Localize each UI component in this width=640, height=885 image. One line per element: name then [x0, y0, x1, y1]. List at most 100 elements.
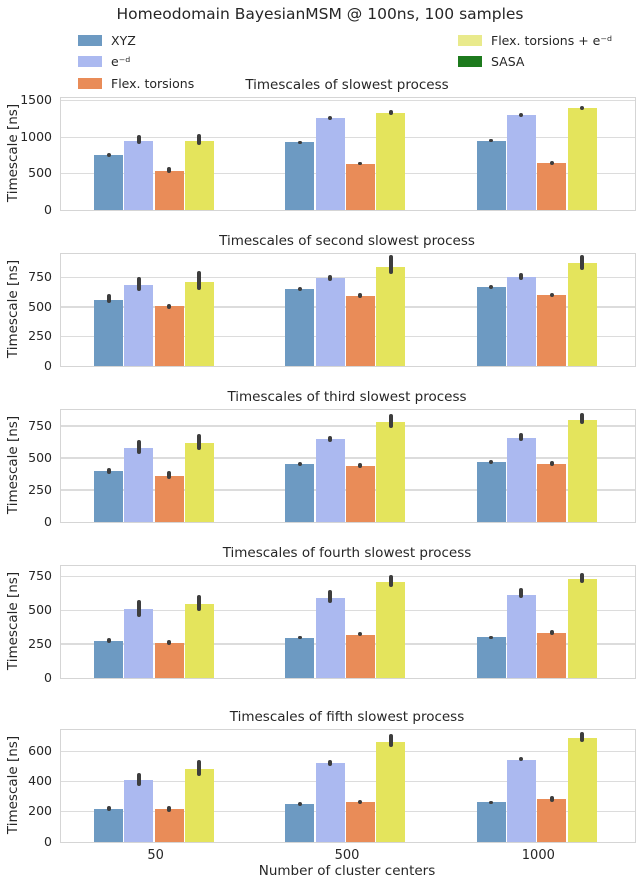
bar-s2-c2 [537, 163, 567, 210]
y-axis-label: Timescale [ns] [5, 103, 21, 203]
error-bar-s2-c1 [358, 632, 363, 637]
error-bar-s3-c0 [197, 134, 202, 146]
bar-s0-c2 [476, 637, 506, 678]
error-bar-s3-c0 [197, 271, 202, 290]
error-bar-s1-c0 [136, 599, 141, 617]
y-tick-label: 500 [28, 449, 52, 465]
legend-label: Flex. torsions + e⁻ᵈ [491, 32, 613, 48]
subplot-title: Timescales of slowest process [245, 77, 449, 93]
y-tick-label: 600 [28, 742, 52, 758]
error-bar-s1-c0 [136, 135, 141, 145]
bar-s1-c0 [124, 779, 154, 842]
gridline [61, 457, 635, 459]
bar-s1-c2 [506, 594, 536, 678]
bar-s1-c1 [315, 439, 345, 522]
error-bar-s0-c1 [297, 140, 302, 144]
bar-s2-c1 [345, 802, 375, 842]
error-bar-s3-c2 [580, 105, 585, 110]
error-bar-s0-c1 [297, 801, 302, 807]
gridline [61, 100, 635, 102]
error-bar-s3-c2 [580, 573, 585, 584]
error-bar-s1-c2 [519, 113, 524, 117]
legend-swatch-0-0 [78, 34, 102, 46]
error-bar-s3-c2 [580, 254, 585, 270]
y-tick-label: 250 [28, 328, 52, 344]
x-tick-label: 1000 [521, 848, 555, 863]
x-tick-label: 50 [147, 848, 164, 863]
legend-label: XYZ [111, 32, 136, 48]
gridline [61, 750, 635, 752]
y-tick-label: 0 [44, 513, 52, 529]
bar-s3-c1 [376, 742, 406, 842]
subplot-title: Timescales of fifth slowest process [229, 709, 465, 725]
bar-s3-c0 [184, 281, 214, 366]
error-bar-s2-c2 [549, 160, 554, 165]
bar-s1-c1 [315, 278, 345, 366]
bar-s1-c0 [124, 285, 154, 366]
legend-item: e⁻ᵈ [78, 54, 130, 70]
error-bar-s1-c0 [136, 276, 141, 291]
error-bar-s3-c0 [197, 594, 202, 612]
error-bar-s1-c1 [328, 274, 333, 282]
bar-s3-c1 [376, 113, 406, 210]
error-bar-s1-c1 [328, 760, 333, 766]
bar-s0-c1 [285, 637, 315, 678]
plot-area [60, 97, 636, 211]
error-bar-s2-c0 [167, 471, 172, 479]
legend-item: Flex. torsions + e⁻ᵈ [458, 32, 612, 48]
bar-s2-c2 [537, 632, 567, 678]
error-bar-s0-c0 [106, 294, 111, 304]
error-bar-s1-c0 [136, 440, 141, 454]
error-bar-s3-c2 [580, 412, 585, 424]
bar-s0-c1 [285, 463, 315, 522]
bar-s3-c2 [567, 263, 597, 366]
error-bar-s0-c2 [489, 635, 494, 639]
y-tick-label: 0 [44, 201, 52, 217]
error-bar-s0-c0 [106, 153, 111, 158]
error-bar-s3-c1 [388, 413, 393, 428]
error-bar-s0-c2 [489, 139, 494, 143]
bar-s3-c1 [376, 266, 406, 366]
gridline [61, 136, 635, 138]
error-bar-s1-c2 [519, 433, 524, 441]
bar-s2-c2 [537, 294, 567, 366]
gridline [61, 780, 635, 783]
error-bar-s3-c0 [197, 759, 202, 776]
error-bar-s2-c1 [358, 293, 363, 298]
error-bar-s3-c1 [388, 575, 393, 587]
bar-s1-c1 [315, 597, 345, 678]
bar-s3-c2 [567, 419, 597, 522]
error-bar-s2-c0 [167, 806, 172, 812]
legend-label: e⁻ᵈ [111, 54, 131, 69]
legend-item: XYZ [78, 32, 136, 48]
plot-area [60, 565, 636, 679]
bar-s2-c1 [345, 465, 375, 522]
bar-s1-c1 [315, 118, 345, 210]
error-bar-s0-c0 [106, 638, 111, 644]
error-bar-s2-c2 [549, 795, 554, 802]
x-axis-label: Number of cluster centers [258, 863, 436, 879]
bar-s1-c0 [124, 140, 154, 210]
error-bar-s3-c1 [388, 254, 393, 275]
error-bar-s2-c1 [358, 161, 363, 166]
plot-area [60, 729, 636, 843]
y-tick-label: 250 [28, 481, 52, 497]
bar-s2-c0 [154, 306, 184, 366]
legend-item: SASA [458, 54, 524, 70]
subplot-title: Timescales of second slowest process [219, 233, 475, 249]
error-bar-s1-c1 [328, 435, 333, 442]
bar-s1-c2 [506, 115, 536, 210]
gridline [61, 575, 635, 577]
bar-s1-c2 [506, 759, 536, 842]
y-tick-label: 400 [28, 772, 52, 788]
y-tick-label: 500 [28, 298, 52, 314]
legend-item: Flex. torsions [78, 75, 194, 91]
bar-s2-c1 [345, 163, 375, 210]
plot-area [60, 253, 636, 367]
y-tick-label: 750 [28, 417, 52, 433]
error-bar-s0-c1 [297, 287, 302, 292]
legend-label: SASA [491, 54, 525, 69]
subplot-title: Timescales of fourth slowest process [222, 545, 472, 561]
figure-title: Homeodomain BayesianMSM @ 100ns, 100 sam… [116, 5, 524, 23]
bar-s3-c0 [184, 140, 214, 210]
